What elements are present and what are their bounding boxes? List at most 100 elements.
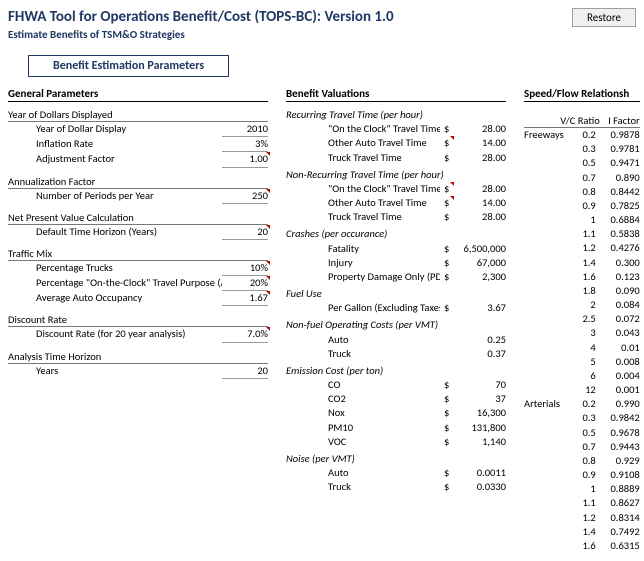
i-factor-value: 0.300 — [596, 256, 640, 270]
valuation-section-heading: Non-fuel Operating Costs (per VMT) — [286, 318, 506, 332]
currency-symbol: $ — [440, 392, 452, 406]
speed-flow-group-label — [524, 383, 564, 397]
param-value[interactable]: 7.0% — [222, 327, 268, 342]
valuation-value[interactable]: 67,000 — [452, 256, 506, 270]
param-row: Discount Rate (for 20 year analysis)7.0% — [8, 327, 268, 342]
benefit-valuations-column: Benefit Valuations Recurring Travel Time… — [286, 87, 506, 553]
param-value[interactable]: 20 — [222, 364, 268, 379]
valuation-value[interactable]: 28.00 — [452, 122, 506, 136]
valuation-label: "On the Clock" Travel Time — [286, 182, 440, 196]
valuation-value[interactable]: 0.0011 — [452, 466, 506, 480]
vc-ratio-value: 4 — [564, 341, 596, 355]
param-value[interactable]: 10% — [222, 261, 268, 276]
currency-symbol — [440, 347, 452, 361]
valuation-value[interactable]: 28.00 — [452, 182, 506, 196]
currency-symbol: $ — [440, 210, 452, 224]
valuation-value[interactable]: 37 — [452, 392, 506, 406]
valuation-value[interactable]: 70 — [452, 378, 506, 392]
param-value[interactable]: 20% — [222, 276, 268, 291]
param-value[interactable]: 1.00 — [222, 152, 268, 167]
i-factor-value: 0.004 — [596, 369, 640, 383]
vc-ratio-value: 0.8 — [564, 185, 596, 199]
valuation-row: CO2$37 — [286, 392, 506, 406]
speed-flow-row: 0.90.7825 — [524, 199, 640, 213]
valuation-label: CO2 — [286, 392, 440, 406]
i-factor-value: 0.7492 — [596, 525, 640, 539]
valuation-row: VOC$1,140 — [286, 435, 506, 449]
valuation-label: VOC — [286, 435, 440, 449]
speed-flow-row: 2.50.072 — [524, 312, 640, 326]
vc-ratio-header: V/C Ratio — [560, 114, 600, 127]
param-value[interactable]: 20 — [222, 225, 268, 240]
valuation-row: Truck Travel Time$28.00 — [286, 210, 506, 224]
i-factor-value: 0.890 — [596, 171, 640, 185]
general-group-heading: Discount Rate — [8, 313, 268, 327]
currency-symbol: $ — [440, 136, 452, 150]
speed-flow-group-label — [524, 298, 564, 312]
i-factor-value: 0.6315 — [596, 539, 640, 553]
vc-ratio-value: 0.7 — [564, 440, 596, 454]
speed-flow-group-label — [524, 369, 564, 383]
vc-ratio-value: 0.7 — [564, 171, 596, 185]
speed-flow-group-label — [524, 142, 564, 156]
speed-flow-group-label — [524, 227, 564, 241]
valuation-row: "On the Clock" Travel Time$28.00 — [286, 182, 506, 196]
i-factor-value: 0.9108 — [596, 468, 640, 482]
vc-ratio-value: 1.6 — [564, 270, 596, 284]
i-factor-value: 0.090 — [596, 284, 640, 298]
valuation-value[interactable]: 28.00 — [452, 210, 506, 224]
valuation-value[interactable]: 0.37 — [452, 347, 506, 361]
valuation-value[interactable]: 3.67 — [452, 301, 506, 315]
valuation-label: Truck Travel Time — [286, 151, 440, 165]
valuation-value[interactable]: 6,500,000 — [452, 242, 506, 256]
i-factor-value: 0.9443 — [596, 440, 640, 454]
general-group-heading: Net Present Value Calculation — [8, 211, 268, 225]
valuation-value[interactable]: 16,300 — [452, 406, 506, 420]
i-factor-value: 0.9842 — [596, 411, 640, 425]
valuation-value[interactable]: 14.00 — [452, 196, 506, 210]
valuation-row: "On the Clock" Travel Time$28.00 — [286, 122, 506, 136]
param-row: Year of Dollar Display2010 — [8, 122, 268, 137]
valuation-value[interactable]: 0.0330 — [452, 480, 506, 494]
i-factor-value: 0.01 — [596, 341, 640, 355]
i-factor-value: 0.7825 — [596, 199, 640, 213]
i-factor-value: 0.001 — [596, 383, 640, 397]
param-label: Default Time Horizon (Years) — [8, 225, 222, 240]
currency-symbol: $ — [440, 480, 452, 494]
param-value[interactable]: 1.67 — [222, 291, 268, 306]
valuation-value[interactable]: 2,300 — [452, 270, 506, 284]
i-factor-value: 0.5838 — [596, 227, 640, 241]
vc-ratio-value: 12 — [564, 383, 596, 397]
param-value[interactable]: 3% — [222, 137, 268, 152]
vc-ratio-value: 0.3 — [564, 411, 596, 425]
valuation-row: CO$70 — [286, 378, 506, 392]
speed-flow-row: 0.80.929 — [524, 454, 640, 468]
currency-symbol: $ — [440, 270, 452, 284]
vc-ratio-value: 1.4 — [564, 256, 596, 270]
speed-flow-row: Arterials0.20.990 — [524, 397, 640, 411]
speed-flow-group-label: Freeways — [524, 128, 564, 142]
param-value[interactable]: 2010 — [222, 122, 268, 137]
valuation-row: Truck$0.0330 — [286, 480, 506, 494]
valuation-value[interactable]: 14.00 — [452, 136, 506, 150]
currency-symbol: $ — [440, 406, 452, 420]
param-label: Adjustment Factor — [8, 152, 222, 167]
vc-ratio-value: 0.5 — [564, 156, 596, 170]
valuation-value[interactable]: 131,800 — [452, 421, 506, 435]
speed-flow-group-label — [524, 525, 564, 539]
param-value[interactable]: 250 — [222, 189, 268, 204]
currency-symbol: $ — [440, 122, 452, 136]
restore-button[interactable]: Restore — [572, 8, 636, 27]
valuation-row: Auto$0.0011 — [286, 466, 506, 480]
currency-symbol: $ — [440, 242, 452, 256]
vc-ratio-value: 1.8 — [564, 284, 596, 298]
valuation-value[interactable]: 0.25 — [452, 333, 506, 347]
valuation-section-heading: Crashes (per occurance) — [286, 227, 506, 241]
valuation-value[interactable]: 1,140 — [452, 435, 506, 449]
valuation-row: Per Gallon (Excluding Taxes)$3.67 — [286, 301, 506, 315]
speed-flow-row: 10.8889 — [524, 482, 640, 496]
valuation-label: CO — [286, 378, 440, 392]
valuation-value[interactable]: 28.00 — [452, 151, 506, 165]
general-parameters-column: General Parameters Year of Dollars Displ… — [8, 87, 268, 553]
speed-flow-group-label — [524, 355, 564, 369]
